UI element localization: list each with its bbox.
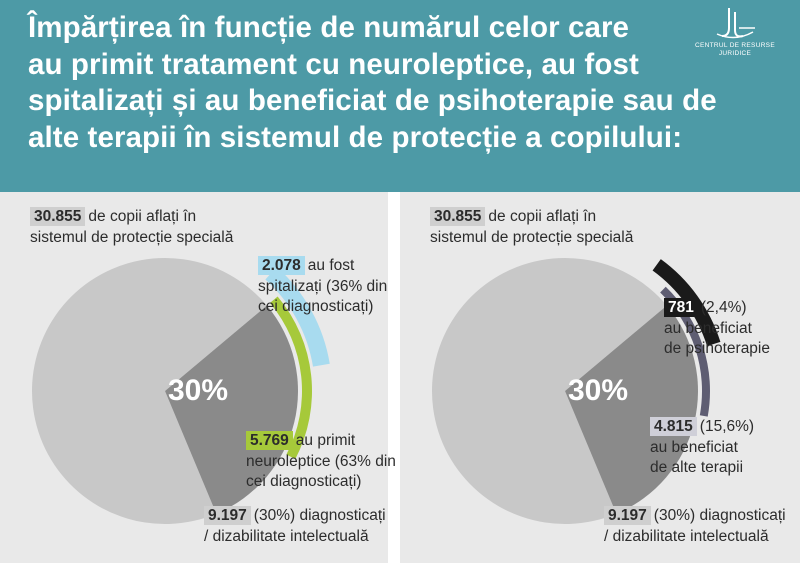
logo: CENTRUL DE RESURSE JURIDICE — [690, 6, 780, 70]
diagnosed-label-left: 9.197 (30%) diagnosticați / dizabilitate … — [204, 506, 386, 547]
logo-text: CENTRUL DE RESURSE — [695, 42, 775, 49]
neuroleptics-arc — [269, 296, 312, 460]
center-percent-right: 30% — [568, 374, 629, 407]
psychotherapy-text: de psihoterapie — [664, 340, 770, 357]
total-count: 30.855 — [430, 207, 486, 226]
total-count: 30.855 — [30, 207, 86, 226]
title-line: spitalizați și au beneficiat de psihoter… — [28, 84, 717, 117]
other-therapies-count: 4.815 — [650, 417, 697, 436]
other-therapies-text: au beneficiat — [650, 438, 738, 456]
neuroleptics-label: 5.769 au primit neuroleptice (63% din cei… — [246, 431, 396, 493]
total-label-right: 30.855 de copii aflați în sistemul de pro… — [430, 207, 633, 248]
other-therapies-text: de alte terapii — [650, 459, 744, 476]
hospitalized-text: au fost — [307, 257, 355, 274]
pie-slice-total — [432, 258, 667, 524]
total-text: de copii aflați în — [88, 208, 197, 225]
hospitalized-text: spitalizați (36% din — [258, 277, 388, 295]
diagnosed-count: 9.197 — [204, 506, 251, 525]
diagnosed-count: 9.197 — [604, 506, 651, 525]
other-therapies-text: (15,6%) — [699, 418, 755, 435]
total-label-left: 30.855 de copii aflați în sistemul de pro… — [30, 207, 233, 248]
neuroleptics-text: cei diagnosticați) — [246, 473, 362, 490]
psychotherapy-text: (2,4%) — [700, 299, 747, 316]
diagnosed-label-right: 9.197 (30%) diagnosticați / dizabilitate … — [604, 506, 786, 547]
psychotherapy-count: 781 — [664, 298, 698, 317]
hospitalized-count: 2.078 — [258, 256, 305, 275]
psychotherapy-text: au beneficiat — [664, 319, 752, 337]
page-title: Împărțirea în funcție de numărul celor c… — [28, 10, 748, 156]
title-line: alte terapii în sistemul de protecție a … — [28, 120, 683, 154]
center-percent-left: 30% — [168, 374, 229, 407]
other-therapies-label: 4.815 (15,6%) au beneficiat de alte terap… — [650, 417, 754, 479]
hospitalized-label: 2.078 au fost spitalizați (36% din cei di… — [258, 256, 387, 318]
logo-mark-icon — [716, 8, 755, 39]
diagnosed-text: (30%) diagnosticați — [653, 507, 786, 524]
diagnosed-text: / dizabilitate intelectuală — [604, 527, 769, 545]
diagnosed-text: / dizabilitate intelectuală — [204, 527, 369, 545]
hospitalized-arc — [265, 266, 330, 367]
pie-slice-total — [32, 258, 267, 524]
total-text: sistemul de protecție specială — [30, 228, 234, 246]
neuroleptics-text: au primit — [295, 432, 356, 449]
logo-text: JURIDICE — [718, 50, 752, 57]
diagnosed-text: (30%) diagnosticați — [253, 507, 386, 524]
total-text: de copii aflați în — [488, 208, 597, 225]
neuroleptics-text: neuroleptice (63% din — [246, 452, 396, 470]
charts-canvas — [32, 258, 721, 524]
total-text: sistemul de protecție specială — [430, 228, 634, 246]
header-banner: Împărțirea în funcție de numărul celor c… — [0, 0, 800, 192]
pie-slice-diagnosed — [565, 305, 699, 514]
hospitalized-text: cei diagnosticați) — [258, 298, 374, 315]
neuroleptics-count: 5.769 — [246, 431, 293, 450]
pie-slice-diagnosed — [165, 305, 298, 514]
psychotherapy-label: 781 (2,4%) au beneficiat de psihoterapie — [664, 298, 770, 360]
title-line: Împărțirea în funcție de numărul celor c… — [28, 11, 630, 44]
title-line: au primit tratament cu neuroleptice, au … — [28, 47, 639, 81]
